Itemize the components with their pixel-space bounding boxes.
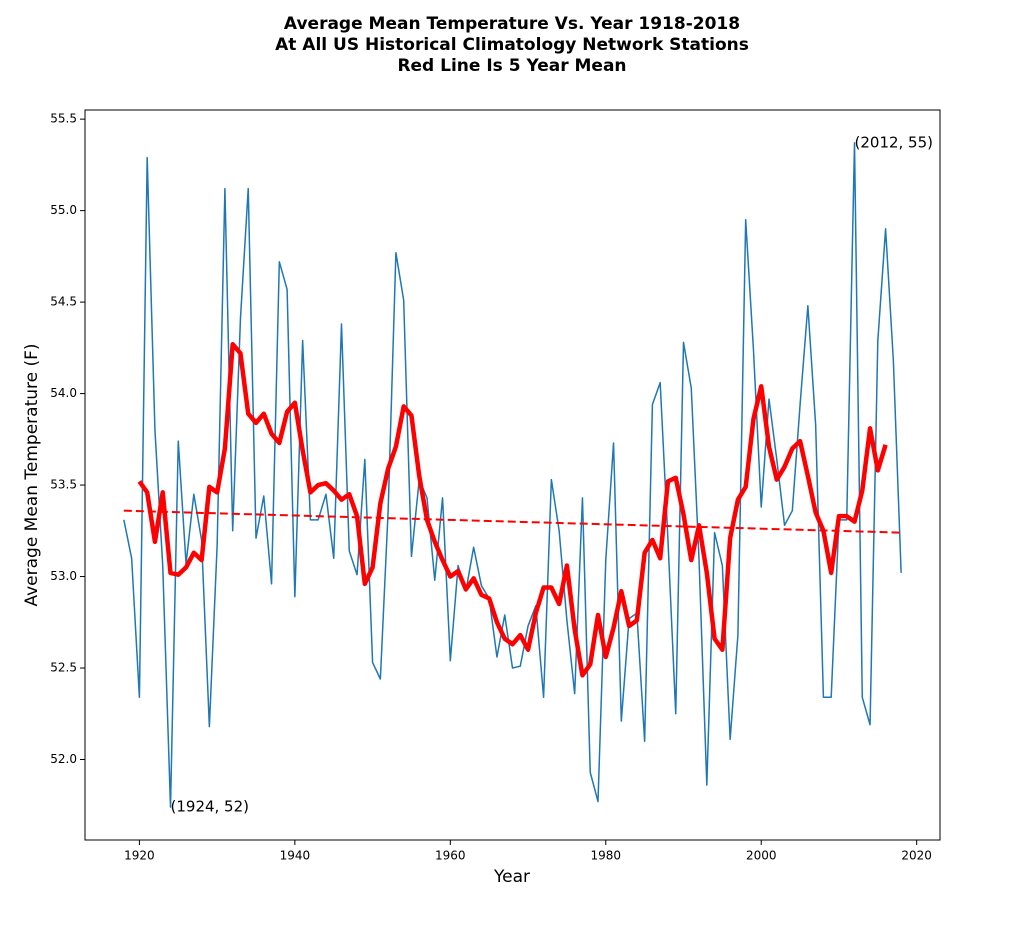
y-tick-label: 52.0 [50,752,77,766]
y-tick-label: 54.0 [50,386,77,400]
x-tick-label: 1940 [280,849,311,863]
line-series [123,509,902,534]
x-tick-label: 1920 [124,849,155,863]
x-tick-label: 1960 [435,849,466,863]
y-tick-label: 55.0 [50,203,77,217]
y-tick-label: 52.5 [50,661,77,675]
y-tick-label: 53.5 [50,478,77,492]
y-tick-label: 53.0 [50,569,77,583]
plot-frame [84,109,941,841]
x-axis-label: Year [493,867,530,887]
chart-title: Red Line Is 5 Year Mean [397,56,626,76]
y-axis-label: Average Mean Temperature (F) [22,343,42,606]
y-tick-label: 54.5 [50,295,77,309]
x-tick-label: 1980 [590,849,621,863]
line-series [123,142,902,808]
annotation: (1924, 52) [171,798,250,816]
chart-title: Average Mean Temperature Vs. Year 1918-2… [284,14,740,34]
x-tick-label: 2020 [901,849,932,863]
line-series [137,341,888,678]
annotation: (2012, 55) [855,133,934,151]
x-tick-label: 2000 [746,849,777,863]
chart-title: At All US Historical Climatology Network… [275,35,749,55]
y-tick-label: 55.5 [50,112,77,126]
